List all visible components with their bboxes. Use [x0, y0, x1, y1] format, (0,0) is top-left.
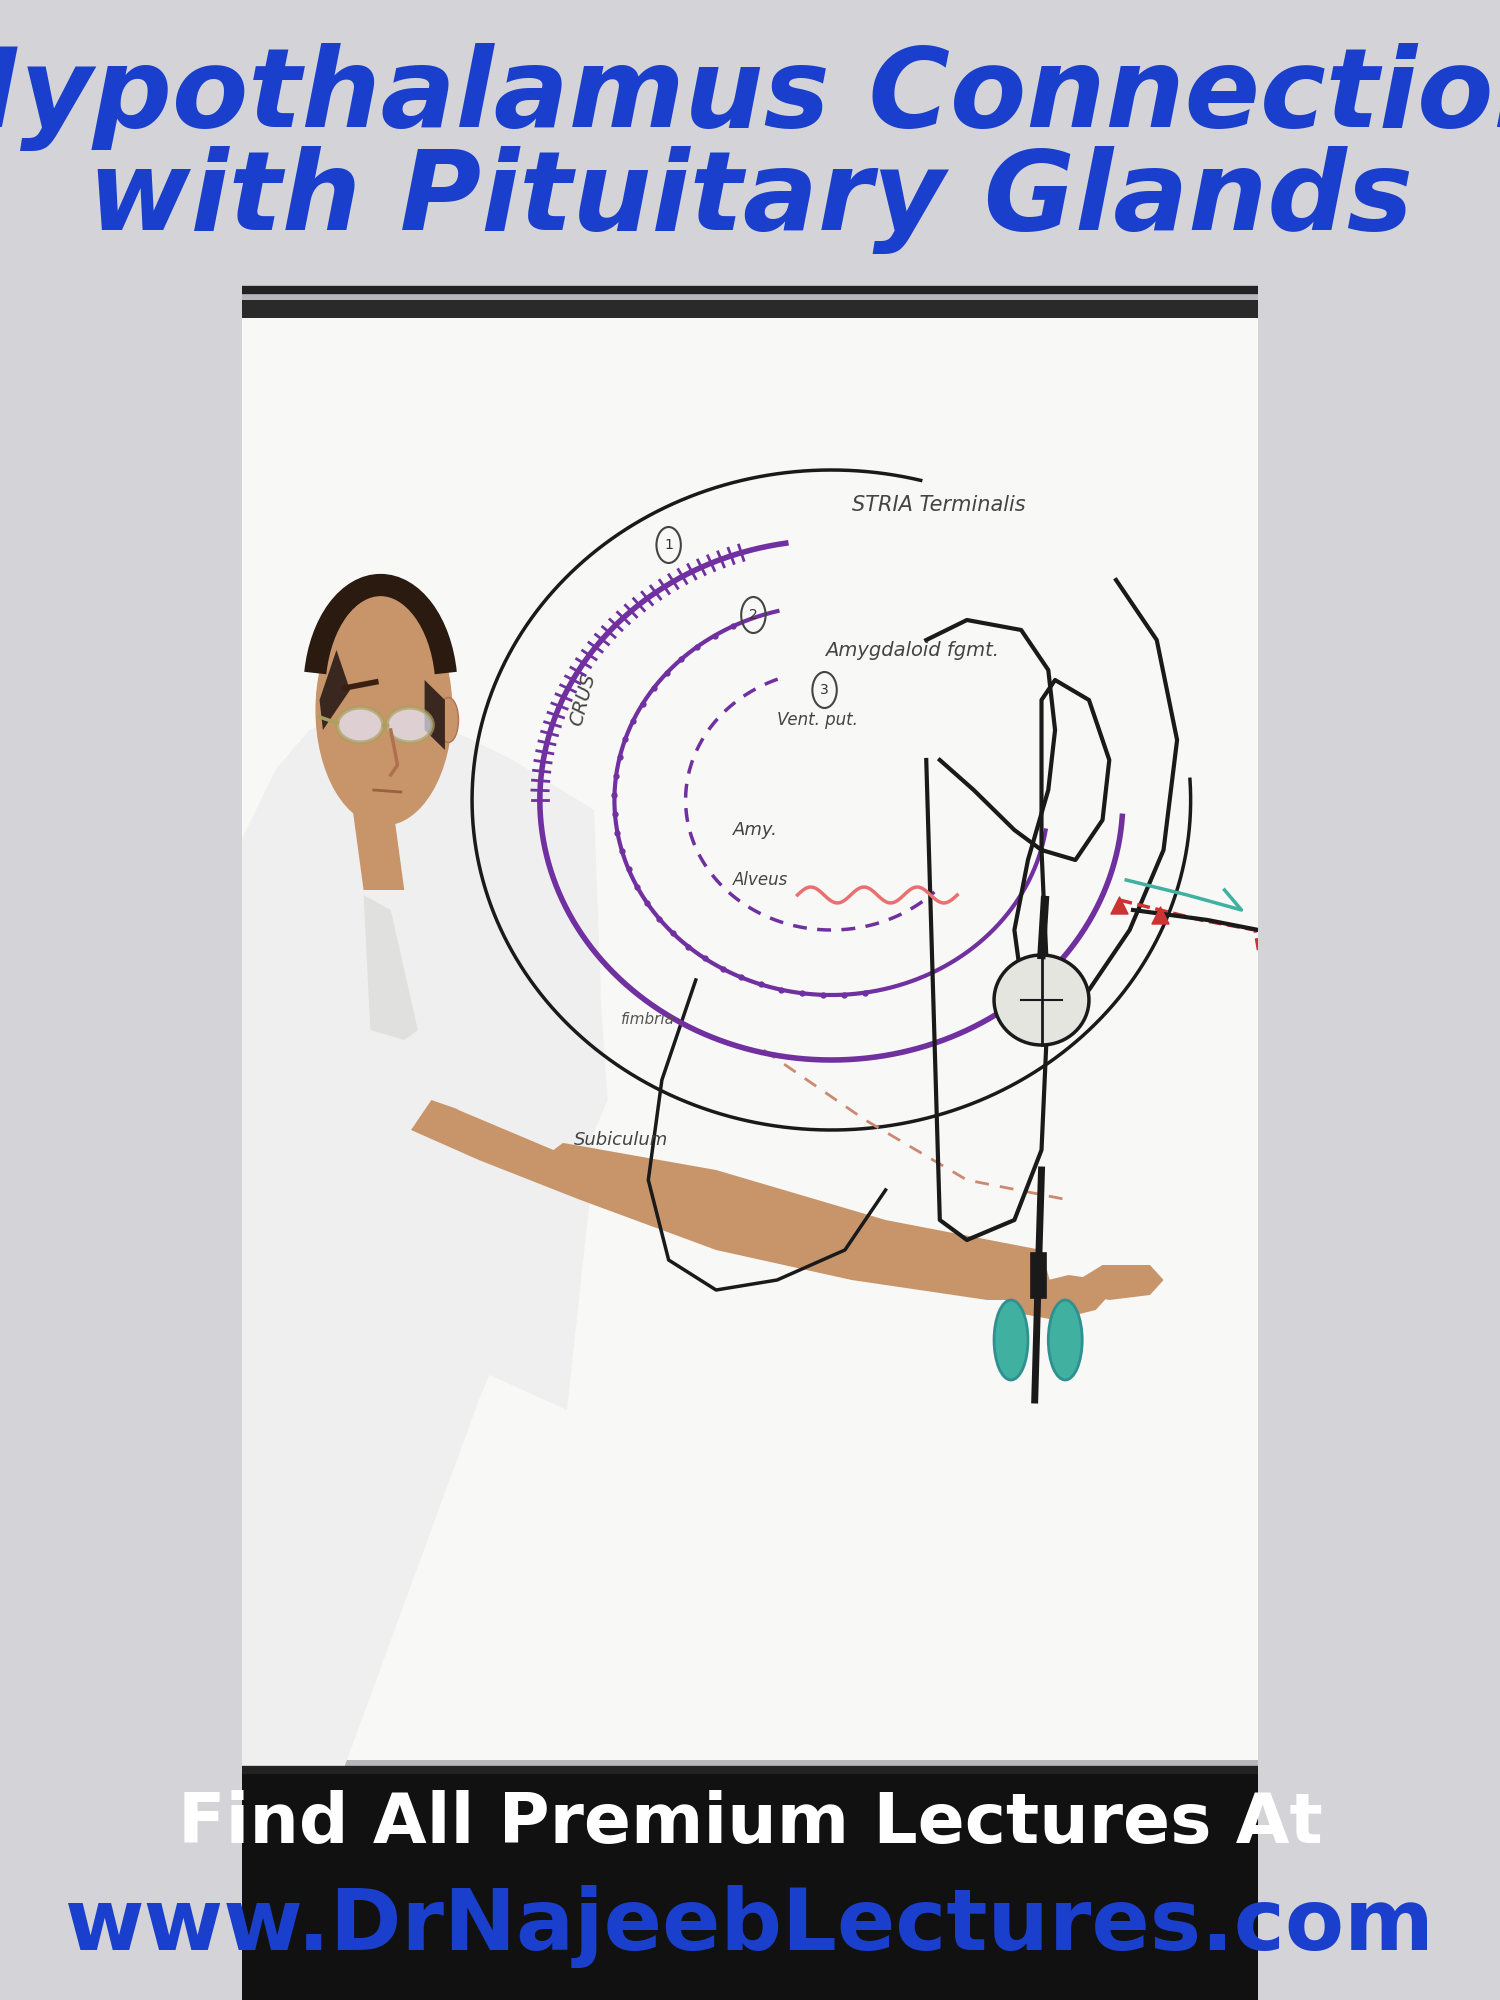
Polygon shape	[350, 790, 405, 890]
Ellipse shape	[438, 698, 459, 742]
Bar	[242, 300, 1258, 318]
Text: fimbria: fimbria	[621, 1012, 675, 1028]
Polygon shape	[363, 896, 419, 1040]
Ellipse shape	[338, 708, 382, 742]
Point	[1148, 900, 1172, 932]
Text: CRUS: CRUS	[567, 672, 598, 728]
Ellipse shape	[316, 596, 452, 824]
Text: Find All Premium Lectures At: Find All Premium Lectures At	[177, 1790, 1323, 1856]
Ellipse shape	[1048, 1300, 1082, 1380]
Text: Subiculum: Subiculum	[573, 1132, 668, 1148]
Text: Vent. put.: Vent. put.	[777, 712, 858, 728]
Text: www.DrNajeebLectures.com: www.DrNajeebLectures.com	[64, 1886, 1435, 1968]
Ellipse shape	[387, 708, 432, 742]
Ellipse shape	[994, 956, 1089, 1044]
Polygon shape	[1000, 1250, 1041, 1300]
Bar	[242, 290, 1258, 1770]
Point	[1107, 888, 1131, 920]
Polygon shape	[242, 920, 594, 1770]
Text: 1: 1	[664, 538, 674, 552]
Text: Amy.: Amy.	[734, 820, 778, 840]
Text: 3: 3	[821, 684, 830, 698]
Text: 2: 2	[748, 608, 758, 622]
Bar	[242, 1770, 1258, 2000]
Polygon shape	[411, 1070, 580, 1150]
Polygon shape	[424, 680, 445, 750]
Ellipse shape	[994, 1300, 1028, 1380]
Bar	[242, 300, 1258, 1760]
Polygon shape	[320, 650, 350, 730]
Polygon shape	[411, 1100, 1054, 1300]
Polygon shape	[242, 900, 608, 1770]
Text: Alveus: Alveus	[734, 872, 789, 888]
Text: Amygdaloid fgmt.: Amygdaloid fgmt.	[825, 640, 999, 660]
Text: with Pituitary Glands: with Pituitary Glands	[87, 146, 1413, 254]
Text: Hypothalamus Connection: Hypothalamus Connection	[0, 42, 1500, 152]
Polygon shape	[242, 710, 602, 1770]
Polygon shape	[1000, 1276, 1110, 1320]
Bar	[242, 0, 1258, 290]
Polygon shape	[242, 870, 594, 1770]
Polygon shape	[303, 890, 452, 1030]
Polygon shape	[1062, 1266, 1164, 1300]
Text: STRIA Terminalis: STRIA Terminalis	[852, 494, 1026, 514]
